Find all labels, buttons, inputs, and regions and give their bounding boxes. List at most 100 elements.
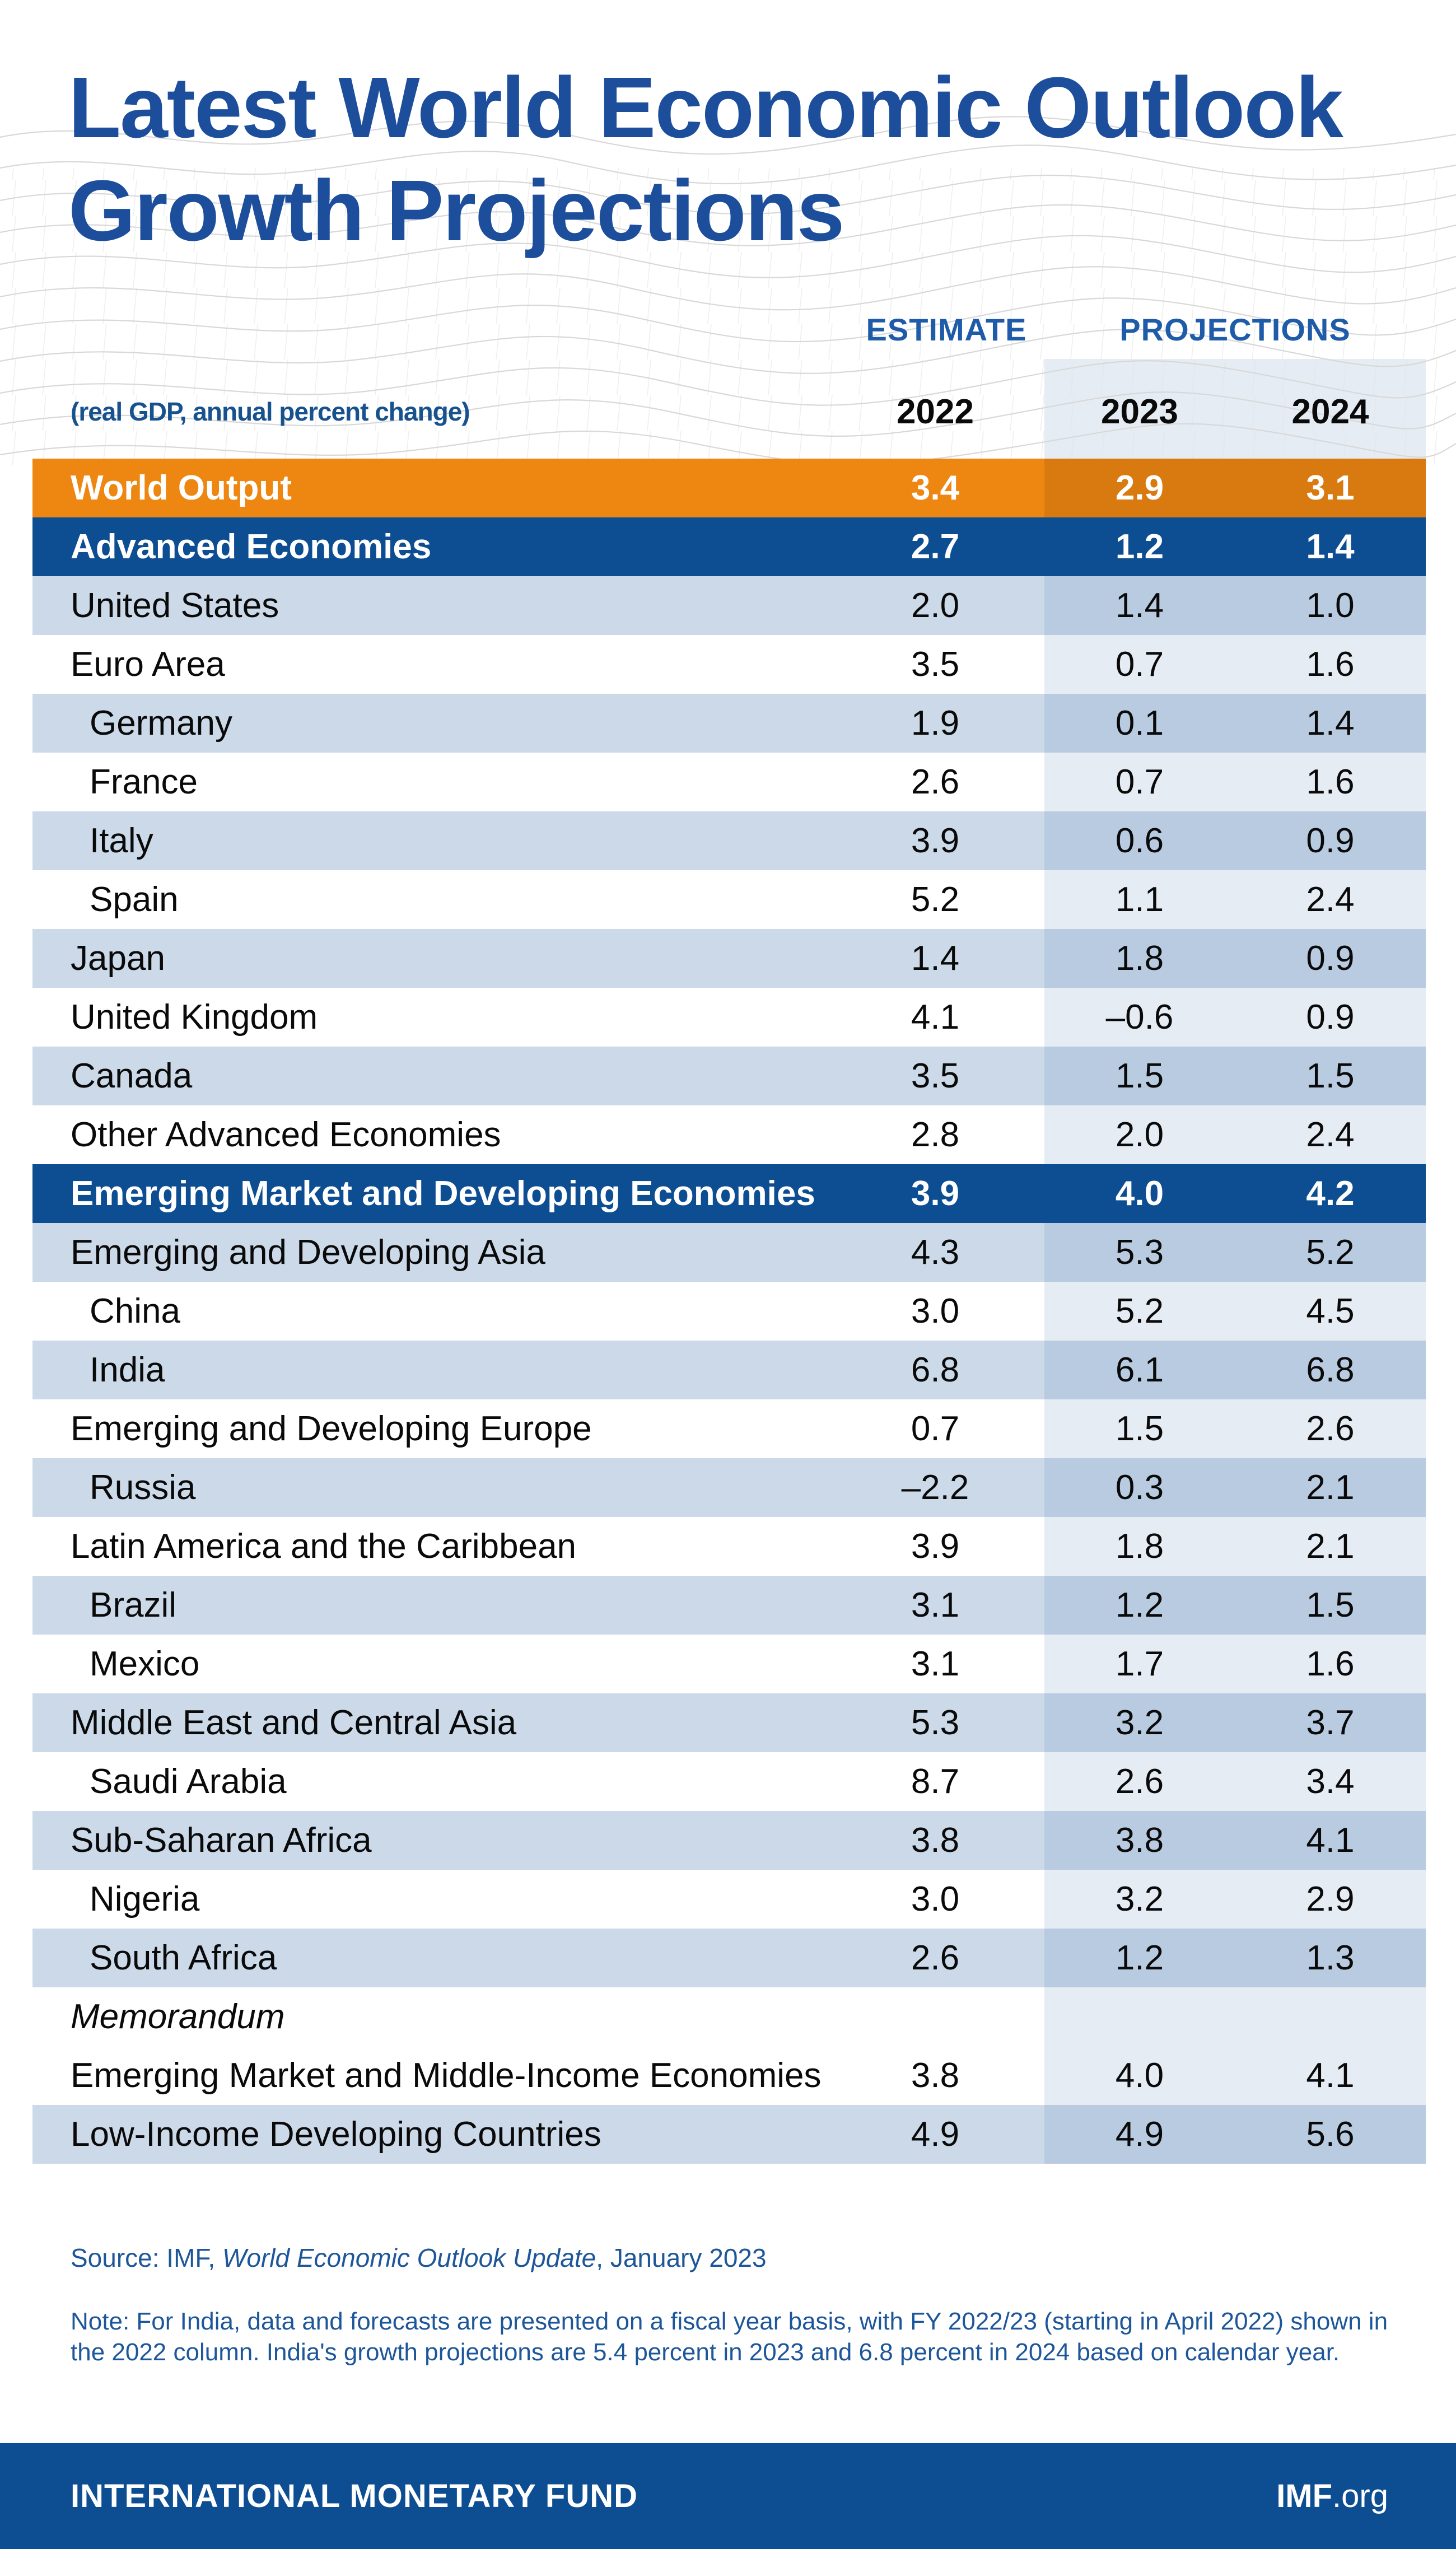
row-label: Nigeria xyxy=(90,1880,200,1918)
value-2024: 1.6 xyxy=(1235,635,1426,694)
row-label: Emerging Market and Developing Economies xyxy=(71,1174,815,1213)
value-2022: 3.9 xyxy=(911,1174,960,1213)
row-label: Japan xyxy=(71,939,165,978)
value-2023: 0.3 xyxy=(1044,1458,1235,1517)
value-2023: 0.6 xyxy=(1044,811,1235,870)
value-2022: 2.6 xyxy=(911,1939,960,1977)
table-row: Emerging and Developing Europe 0.7 1.5 2… xyxy=(32,1399,1426,1458)
table-row: Middle East and Central Asia 5.3 3.2 3.7 xyxy=(32,1693,1426,1752)
value-2022: 3.4 xyxy=(911,469,960,507)
value-2022: 5.2 xyxy=(911,880,960,919)
footer-site-org-suffix: .org xyxy=(1332,2478,1388,2514)
value-2022: 4.9 xyxy=(911,2115,960,2154)
value-2023: 3.8 xyxy=(1044,1811,1235,1870)
table-row: Advanced Economies 2.7 1.2 1.4 xyxy=(32,517,1426,576)
year-2022: 2022 xyxy=(897,393,974,431)
value-2022: 2.7 xyxy=(911,527,960,566)
value-2022: –2.2 xyxy=(901,1468,969,1507)
source-suffix: , January 2023 xyxy=(596,2243,767,2272)
value-2022: 3.9 xyxy=(911,821,960,860)
table-row: Canada 3.5 1.5 1.5 xyxy=(32,1047,1426,1105)
row-label: Emerging and Developing Europe xyxy=(71,1409,592,1448)
value-2024: 4.2 xyxy=(1306,1174,1355,1213)
value-2023: 1.7 xyxy=(1044,1635,1235,1693)
table-row: Other Advanced Economies 2.8 2.0 2.4 xyxy=(32,1105,1426,1164)
table-row: China 3.0 5.2 4.5 xyxy=(32,1282,1426,1341)
india-note: Note: For India, data and forecasts are … xyxy=(71,2308,1388,2366)
value-2023: 6.1 xyxy=(1044,1341,1235,1399)
row-label: Middle East and Central Asia xyxy=(71,1703,517,1742)
table-row: France 2.6 0.7 1.6 xyxy=(32,753,1426,811)
source-publication: World Economic Outlook Update xyxy=(222,2243,596,2272)
value-2024: 1.4 xyxy=(1306,527,1355,566)
value-2022: 3.1 xyxy=(911,1645,960,1683)
value-2024: 1.5 xyxy=(1235,1047,1426,1105)
value-2023: 1.5 xyxy=(1044,1047,1235,1105)
table-row: Emerging Market and Developing Economies… xyxy=(32,1164,1426,1223)
value-2024: 4.5 xyxy=(1235,1282,1426,1341)
footer-site-imf: IMF xyxy=(1276,2478,1333,2514)
value-2022: 5.3 xyxy=(911,1703,960,1742)
row-label: Saudi Arabia xyxy=(90,1762,287,1801)
value-2023: 0.1 xyxy=(1044,694,1235,753)
value-2024: 1.5 xyxy=(1235,1576,1426,1635)
table-row: United States 2.0 1.4 1.0 xyxy=(32,576,1426,635)
value-2022: 4.1 xyxy=(911,998,960,1037)
value-2024: 4.1 xyxy=(1235,2046,1426,2105)
value-2024: 0.9 xyxy=(1235,988,1426,1047)
value-2022: 3.8 xyxy=(911,2056,960,2095)
value-2024: 2.9 xyxy=(1235,1870,1426,1929)
value-2022: 2.8 xyxy=(911,1115,960,1154)
value-2024: 5.2 xyxy=(1235,1223,1426,1282)
value-2023: –0.6 xyxy=(1044,988,1235,1047)
value-2022: 3.5 xyxy=(911,1057,960,1095)
value-2022: 2.0 xyxy=(911,586,960,625)
estimate-header: ESTIMATE xyxy=(866,312,1027,347)
row-label: Euro Area xyxy=(71,645,225,684)
row-label: India xyxy=(90,1351,165,1389)
projections-header: PROJECTIONS xyxy=(1119,312,1351,347)
value-2023: 1.2 xyxy=(1115,527,1164,566)
row-label: France xyxy=(90,763,198,801)
table-row: Russia –2.2 0.3 2.1 xyxy=(32,1458,1426,1517)
table-row: United Kingdom 4.1 –0.6 0.9 xyxy=(32,988,1426,1047)
table-row: South Africa 2.6 1.2 1.3 xyxy=(32,1929,1426,1987)
value-2023: 0.7 xyxy=(1044,753,1235,811)
footer-bar: INTERNATIONAL MONETARY FUND IMF.org xyxy=(0,2443,1456,2549)
value-2023 xyxy=(1044,1987,1235,2046)
table-row: Nigeria 3.0 3.2 2.9 xyxy=(32,1870,1426,1929)
row-label: Italy xyxy=(90,821,153,860)
page-title: Latest World Economic Outlook Growth Pro… xyxy=(68,59,1343,259)
value-2023: 1.2 xyxy=(1044,1929,1235,1987)
value-2023: 5.3 xyxy=(1044,1223,1235,1282)
value-2022: 3.8 xyxy=(911,1821,960,1860)
year-2023: 2023 xyxy=(1101,393,1178,431)
year-2024: 2024 xyxy=(1291,393,1369,431)
value-2024: 2.4 xyxy=(1235,1105,1426,1164)
table-row: Emerging and Developing Asia 4.3 5.3 5.2 xyxy=(32,1223,1426,1282)
value-2022: 3.5 xyxy=(911,645,960,684)
table-row: Japan 1.4 1.8 0.9 xyxy=(32,929,1426,988)
value-2023: 2.6 xyxy=(1044,1752,1235,1811)
row-label: Spain xyxy=(90,880,179,919)
value-2023: 2.0 xyxy=(1044,1105,1235,1164)
value-2023: 5.2 xyxy=(1044,1282,1235,1341)
value-2024: 4.1 xyxy=(1235,1811,1426,1870)
value-2024: 1.4 xyxy=(1235,694,1426,753)
row-label: Latin America and the Caribbean xyxy=(71,1527,577,1566)
value-2024: 1.0 xyxy=(1235,576,1426,635)
value-2023: 1.4 xyxy=(1044,576,1235,635)
row-label: Russia xyxy=(90,1468,196,1507)
value-2024: 2.1 xyxy=(1235,1458,1426,1517)
value-2022: 1.9 xyxy=(911,704,960,743)
table-row: Brazil 3.1 1.2 1.5 xyxy=(32,1576,1426,1635)
value-2024 xyxy=(1235,1987,1426,2046)
units-label: (real GDP, annual percent change) xyxy=(71,397,470,426)
value-2024: 1.6 xyxy=(1235,1635,1426,1693)
value-2023: 1.8 xyxy=(1044,929,1235,988)
value-2024: 5.6 xyxy=(1235,2105,1426,2164)
growth-table: World Output 3.4 2.9 3.1 Advanced Econom… xyxy=(32,459,1426,2164)
value-2023: 1.5 xyxy=(1044,1399,1235,1458)
table-row: Latin America and the Caribbean 3.9 1.8 … xyxy=(32,1517,1426,1576)
source-note: Source: IMF, World Economic Outlook Upda… xyxy=(71,2243,767,2273)
